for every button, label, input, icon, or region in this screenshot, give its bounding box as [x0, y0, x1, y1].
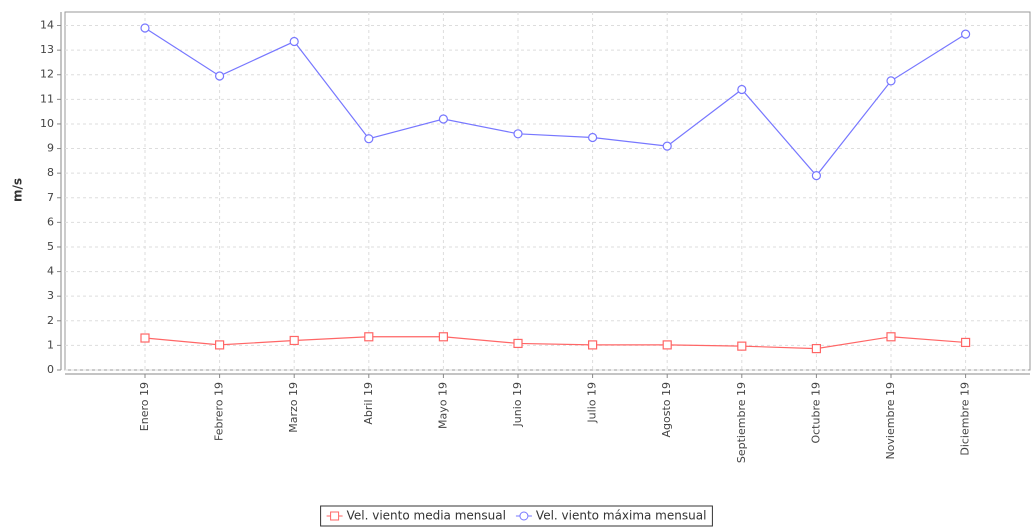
y-tick-label: 4	[47, 265, 54, 278]
y-tick-label: 2	[47, 314, 54, 327]
point	[960, 337, 971, 348]
point	[662, 340, 672, 350]
x-tick-label: Enero 19	[138, 382, 151, 431]
x-tick-label: Noviembre 19	[884, 382, 897, 460]
point	[215, 71, 225, 81]
x-tick-label: Abril 19	[362, 382, 375, 425]
y-axis-label: m/s	[11, 178, 25, 202]
y-tick-label: 12	[40, 68, 54, 81]
point	[662, 141, 672, 151]
x-tick-label: Mayo 19	[436, 382, 449, 429]
y-tick-label: 3	[47, 289, 54, 302]
x-tick-label: Febrero 19	[213, 382, 226, 441]
y-tick-label: 7	[47, 191, 54, 204]
x-tick-label: Diciembre 19	[959, 382, 972, 456]
x-tick-label: Agosto 19	[660, 382, 673, 438]
legend-label: Vel. viento media mensual	[347, 509, 506, 523]
point	[140, 333, 150, 343]
point	[513, 129, 523, 139]
point	[364, 332, 374, 342]
point	[513, 338, 523, 349]
point	[587, 132, 598, 143]
y-tick-label: 14	[40, 19, 54, 32]
plot-area	[64, 11, 1031, 371]
point	[215, 340, 225, 350]
y-tick-label: 13	[40, 43, 54, 56]
y-tick-label: 9	[47, 142, 54, 155]
point	[289, 36, 299, 47]
series-line	[144, 27, 966, 177]
point	[811, 171, 822, 181]
legend-label: Vel. viento máxima mensual	[536, 509, 706, 523]
y-tick-label: 10	[40, 117, 54, 130]
legend-marker	[330, 511, 340, 521]
point	[438, 332, 448, 342]
x-tick-label: Junio 19	[511, 382, 524, 427]
y-tick-label: 5	[47, 240, 54, 253]
point	[811, 343, 822, 354]
point	[289, 335, 299, 346]
point	[364, 134, 374, 144]
point	[960, 29, 971, 39]
point	[737, 341, 747, 351]
legend-marker	[519, 511, 529, 521]
y-tick-label: 0	[47, 363, 54, 376]
y-tick-label: 1	[47, 338, 54, 351]
y-tick-label: 8	[47, 166, 54, 179]
series-line	[144, 336, 966, 350]
legend: Vel. viento media mensual Vel. viento máx…	[320, 505, 713, 527]
x-tick-label: Septiembre 19	[735, 382, 748, 463]
y-tick-label: 11	[40, 92, 54, 105]
point	[587, 340, 598, 350]
point	[886, 332, 896, 342]
y-tick-label: 6	[47, 215, 54, 228]
point	[886, 76, 896, 86]
x-tick-label: Julio 19	[586, 382, 599, 424]
x-tick-label: Marzo 19	[287, 382, 300, 433]
point	[140, 23, 150, 33]
point	[438, 114, 448, 124]
x-tick-label: Octubre 19	[809, 382, 822, 444]
point	[737, 84, 747, 95]
